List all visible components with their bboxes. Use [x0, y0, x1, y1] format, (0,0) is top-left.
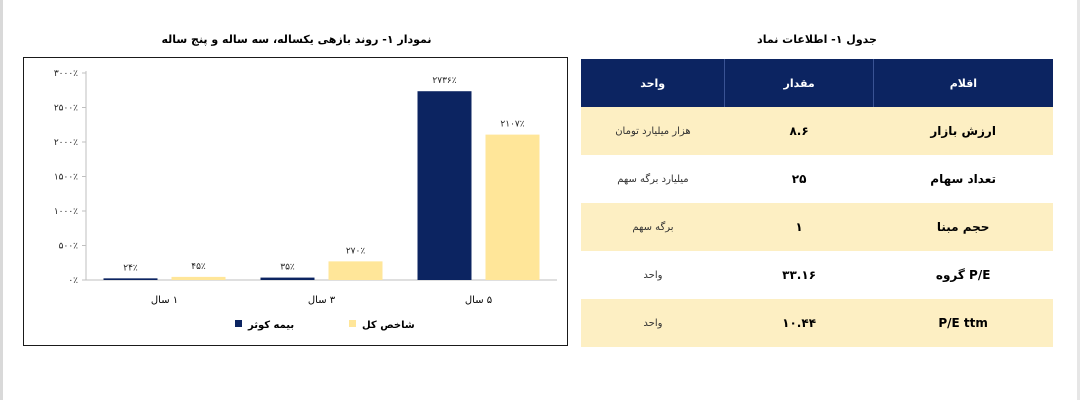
bar: [103, 278, 158, 280]
row-item: حجم مبنا: [873, 203, 1053, 251]
header-unit: واحد: [581, 59, 725, 107]
y-tick-label: ۲۰۰۰٪: [54, 138, 78, 148]
bar: [171, 276, 226, 280]
data-label: ۲۷۳۶٪: [432, 76, 456, 86]
header-item: اقلام: [872, 59, 1053, 107]
y-tick-label: ۰٪: [68, 276, 78, 286]
page-left-edge: [0, 0, 3, 400]
row-unit: برگه سهم: [581, 203, 725, 251]
row-item: ارزش بازار: [873, 107, 1053, 155]
table-row: P/E گروه ۳۳.۱۶ واحد: [581, 251, 1053, 299]
legend-swatch: [235, 320, 242, 327]
row-amount: ۱۰.۴۴: [724, 299, 874, 347]
row-item: P/E گروه: [873, 251, 1053, 299]
legend-label: شاخص کل: [362, 320, 415, 331]
row-unit: واحد: [581, 251, 725, 299]
row-amount: ۱: [724, 203, 874, 251]
y-tick-label: ۱۰۰۰٪: [54, 207, 78, 217]
table-row: حجم مبنا ۱ برگه سهم: [581, 203, 1053, 251]
table-row: تعداد سهام ۲۵ میلیارد برگه سهم: [581, 155, 1053, 203]
legend-swatch: [349, 320, 356, 327]
row-unit: میلیارد برگه سهم: [581, 155, 725, 203]
data-label: ۳۵٪: [280, 263, 295, 273]
data-label: ۲۷۰٪: [346, 246, 366, 256]
table-row: P/E ttm ۱۰.۴۴ واحد: [581, 299, 1053, 347]
legend-label: بیمه کوثر: [247, 320, 294, 331]
bar: [417, 91, 472, 280]
symbol-info-table: اقلام مقدار واحد ارزش بازار ۸.۶ هزار میل…: [581, 59, 1053, 347]
table-title: جدول ۱- اطلاعات نماد: [757, 33, 877, 46]
bar: [485, 134, 540, 280]
table-row: ارزش بازار ۸.۶ هزار میلیارد تومان: [581, 107, 1053, 155]
x-tick-label: ۳ سال: [308, 295, 336, 306]
bar-chart: ۰٪ ۵۰۰٪ ۱۰۰۰٪ ۱۵۰۰٪ ۲۰۰۰٪ ۲۵۰۰٪ ۳۰۰۰٪ ۲۴٪ ۴۵٪ ۱ س…: [23, 57, 568, 346]
x-tick-label: ۵ سال: [465, 295, 492, 306]
x-tick-label: ۱ سال: [151, 295, 178, 306]
table-header-row: اقلام مقدار واحد: [581, 59, 1053, 107]
header-amount: مقدار: [724, 59, 874, 107]
y-tick-label: ۲۵۰۰٪: [54, 104, 78, 114]
y-tick-label: ۱۵۰۰٪: [54, 173, 78, 183]
row-amount: ۳۳.۱۶: [724, 251, 874, 299]
data-label: ۲۴٪: [123, 263, 138, 273]
data-label: ۲۱۰۷٪: [500, 120, 524, 130]
row-amount: ۲۵: [724, 155, 874, 203]
row-unit: واحد: [581, 299, 725, 347]
row-item: تعداد سهام: [873, 155, 1053, 203]
bar: [328, 261, 383, 280]
row-unit: هزار میلیارد تومان: [581, 107, 725, 155]
bar: [260, 277, 315, 280]
data-label: ۴۵٪: [191, 262, 206, 272]
bar-chart-svg: ۰٪ ۵۰۰٪ ۱۰۰۰٪ ۱۵۰۰٪ ۲۰۰۰٪ ۲۵۰۰٪ ۳۰۰۰٪ ۲۴٪ ۴۵٪ ۱ س…: [54, 69, 557, 331]
y-tick-label: ۳۰۰۰٪: [54, 69, 78, 79]
row-item: P/E ttm: [873, 299, 1053, 347]
y-tick-label: ۵۰۰٪: [59, 242, 79, 252]
row-amount: ۸.۶: [724, 107, 874, 155]
page-right-edge: [1077, 0, 1080, 400]
chart-title: نمودار ۱- روند بازهی یکساله، سه ساله و پ…: [161, 33, 432, 46]
